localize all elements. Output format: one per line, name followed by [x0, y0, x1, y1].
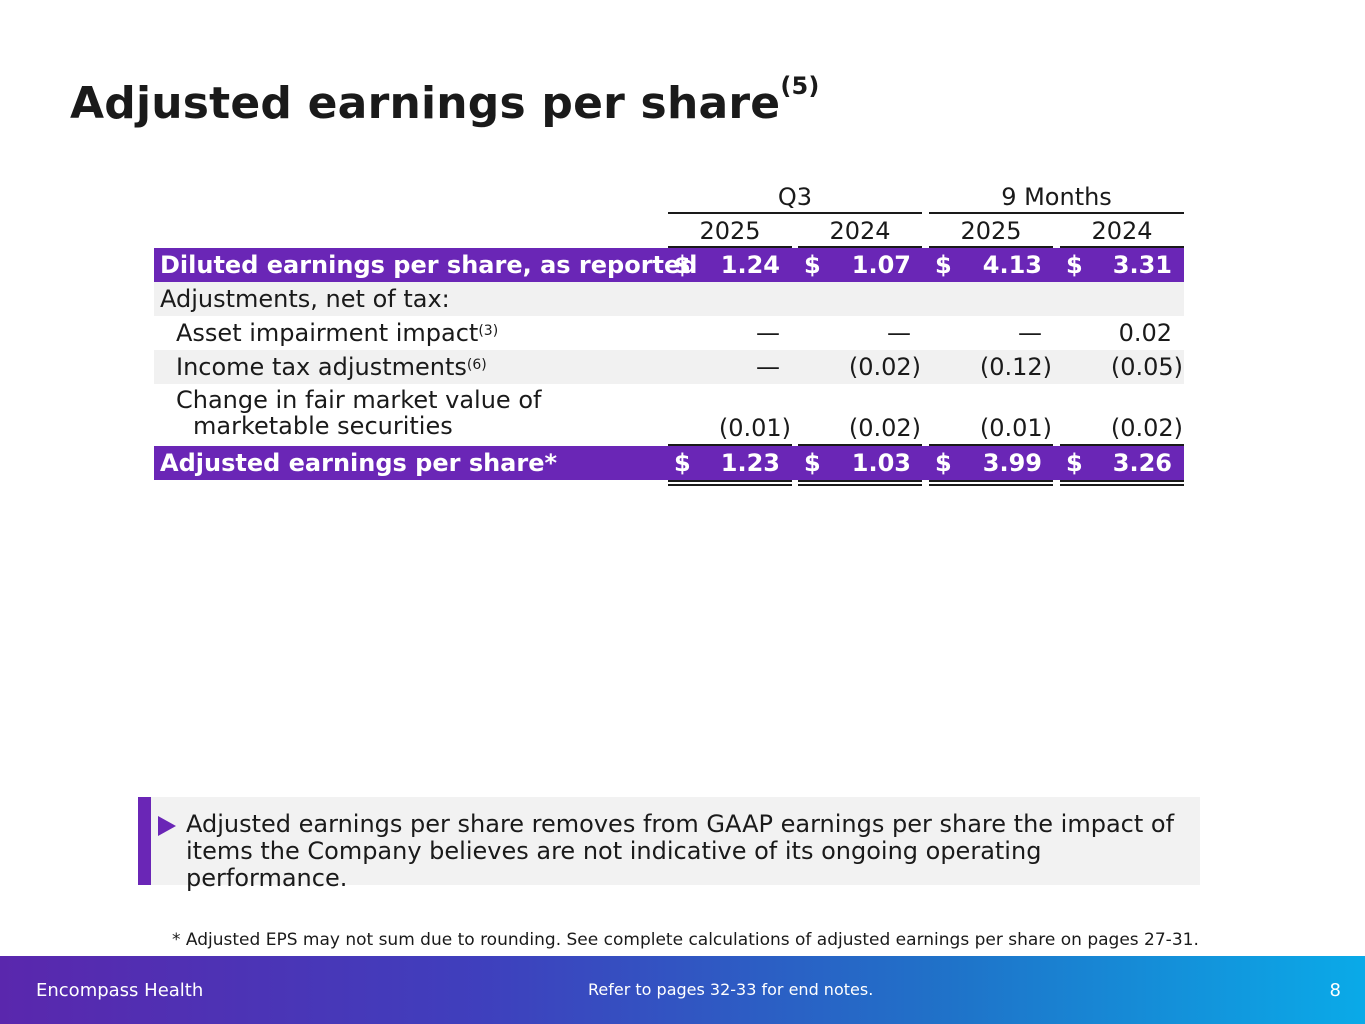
- total-double-underline: [1060, 480, 1184, 482]
- total-double-underline: [798, 484, 922, 486]
- value-cell: (0.02): [848, 414, 921, 442]
- footer-bar: Encompass Health Refer to pages 32-33 fo…: [0, 956, 1365, 1024]
- table-row-asset-impairment: Asset impairment impact(3) — — — 0.02: [154, 316, 1184, 350]
- currency-symbol: $: [935, 449, 952, 477]
- table-row-fair-value-change: Change in fair market value of marketabl…: [154, 384, 1184, 444]
- subtotal-underline: [798, 444, 922, 446]
- currency-symbol: $: [804, 449, 821, 477]
- total-double-underline: [1060, 484, 1184, 486]
- value-cell: 3.26: [1112, 449, 1172, 477]
- value-cell: 1.23: [720, 449, 780, 477]
- callout-accent-bar: [138, 797, 151, 885]
- value-cell: 1.24: [720, 251, 780, 279]
- page-title: Adjusted earnings per share(5): [70, 72, 820, 129]
- value-cell: (0.01): [979, 414, 1052, 442]
- table-row-adjustments-heading: Adjustments, net of tax:: [154, 282, 1184, 316]
- table-row-diluted-eps: Diluted earnings per share, as reported …: [154, 248, 1184, 282]
- value-cell: 1.07: [851, 251, 911, 279]
- subtotal-underline: [1060, 444, 1184, 446]
- row-label: Asset impairment impact(3): [176, 319, 499, 347]
- value-cell: 4.13: [982, 251, 1042, 279]
- row-label-line1: Change in fair market value of: [176, 386, 542, 414]
- value-cell: (0.02): [848, 353, 921, 381]
- group-underline-9-months: [929, 212, 1184, 214]
- total-double-underline: [929, 484, 1053, 486]
- subtotal-underline: [929, 444, 1053, 446]
- year-header: 2024: [1091, 217, 1153, 245]
- page-title-text: Adjusted earnings per share: [70, 78, 781, 129]
- endnote-ref: (3): [478, 323, 499, 339]
- value-cell: 3.31: [1112, 251, 1172, 279]
- end-notes-reference: Refer to pages 32-33 for end notes.: [588, 980, 874, 999]
- value-cell: 0.02: [1118, 319, 1172, 347]
- row-label: Adjustments, net of tax:: [160, 285, 450, 313]
- currency-symbol: $: [935, 251, 952, 279]
- total-double-underline: [929, 480, 1053, 482]
- year-underline: [929, 246, 1053, 248]
- year-underline: [668, 246, 792, 248]
- value-cell: (0.02): [1110, 414, 1183, 442]
- value-cell: (0.01): [718, 414, 791, 442]
- group-underline-q3: [668, 212, 922, 214]
- value-cell: —: [756, 353, 780, 381]
- year-underline: [798, 246, 922, 248]
- subtotal-underline: [668, 444, 792, 446]
- row-label: Income tax adjustments(6): [176, 353, 487, 381]
- year-header: 2025: [699, 217, 761, 245]
- total-double-underline: [668, 484, 792, 486]
- footnote: * Adjusted EPS may not sum due to roundi…: [172, 930, 1199, 950]
- callout-box: Adjusted earnings per share removes from…: [138, 797, 1200, 892]
- group-header-9-months: 9 Months: [1001, 183, 1112, 211]
- table-row-adjusted-eps: Adjusted earnings per share* $ 1.23 $ 1.…: [154, 446, 1184, 480]
- value-cell: —: [887, 319, 911, 347]
- currency-symbol: $: [1066, 251, 1083, 279]
- value-cell: (0.12): [979, 353, 1052, 381]
- table-row-income-tax: Income tax adjustments(6) — (0.02) (0.12…: [154, 350, 1184, 384]
- currency-symbol: $: [674, 449, 691, 477]
- page-title-note: (5): [780, 72, 820, 100]
- company-name: Encompass Health: [36, 980, 204, 1001]
- value-cell: 1.03: [851, 449, 911, 477]
- value-cell: 3.99: [982, 449, 1042, 477]
- value-cell: —: [1018, 319, 1042, 347]
- currency-symbol: $: [1066, 449, 1083, 477]
- endnote-ref: (6): [466, 357, 487, 373]
- group-header-q3: Q3: [777, 183, 813, 211]
- page-number: 8: [1329, 980, 1341, 1001]
- row-label: Adjusted earnings per share*: [160, 449, 558, 477]
- currency-symbol: $: [804, 251, 821, 279]
- currency-symbol: $: [674, 251, 691, 279]
- value-cell: —: [756, 319, 780, 347]
- row-label: Diluted earnings per share, as reported: [160, 251, 698, 279]
- row-label-line2: marketable securities: [193, 412, 453, 440]
- total-double-underline: [798, 480, 922, 482]
- bullet-triangle-icon: [158, 816, 176, 836]
- year-header: 2025: [960, 217, 1022, 245]
- year-header: 2024: [829, 217, 891, 245]
- callout-text: Adjusted earnings per share removes from…: [186, 810, 1175, 892]
- value-cell: (0.05): [1110, 353, 1183, 381]
- total-double-underline: [668, 480, 792, 482]
- year-underline: [1060, 246, 1184, 248]
